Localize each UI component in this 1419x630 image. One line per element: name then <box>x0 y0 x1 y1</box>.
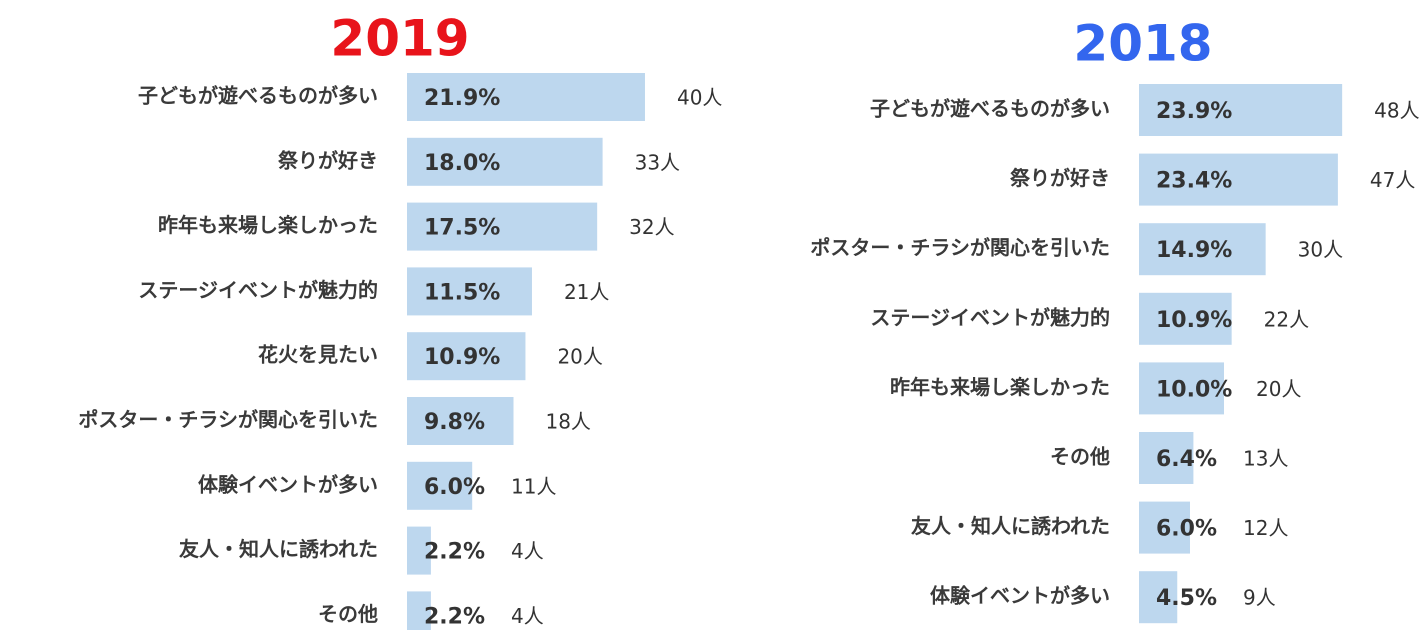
count-label: 12人 <box>1243 516 1288 540</box>
chart-title: 2019 <box>330 10 469 68</box>
category-label: 花火を見たい <box>258 343 378 367</box>
chart-title: 2018 <box>1073 15 1212 73</box>
value-label: 2.2% <box>424 540 485 565</box>
value-label: 23.9% <box>1156 99 1232 124</box>
category-label: 子どもが遊べるものが多い <box>138 84 378 108</box>
value-label: 18.0% <box>424 151 500 176</box>
value-label: 11.5% <box>424 280 500 305</box>
value-label: 6.4% <box>1156 447 1217 472</box>
count-label: 4人 <box>511 539 544 563</box>
count-label: 47人 <box>1370 168 1415 192</box>
count-label: 4人 <box>511 604 544 628</box>
value-label: 6.0% <box>424 475 485 500</box>
bar <box>407 591 431 630</box>
category-label: その他 <box>1050 445 1110 469</box>
value-label: 10.0% <box>1156 377 1232 402</box>
bar <box>407 73 645 121</box>
bar <box>407 461 473 510</box>
category-label: 昨年も来場し楽しかった <box>890 375 1110 399</box>
category-label: 祭りが好き <box>277 148 378 172</box>
bar <box>1139 501 1190 554</box>
bar <box>407 202 598 251</box>
value-label: 23.4% <box>1156 169 1232 194</box>
category-label: ステージイベントが魅力的 <box>138 278 378 302</box>
bar <box>407 137 603 186</box>
category-label: 体験イベントが多い <box>930 584 1110 608</box>
bar <box>1139 362 1224 415</box>
count-label: 20人 <box>557 345 602 369</box>
count-label: 20人 <box>1256 377 1301 401</box>
value-label: 9.8% <box>424 410 485 435</box>
count-label: 33人 <box>635 150 680 174</box>
category-label: 祭りが好き <box>1009 166 1110 190</box>
value-label: 6.0% <box>1156 517 1217 542</box>
category-label: 子どもが遊べるものが多い <box>870 97 1110 121</box>
count-label: 18人 <box>545 410 590 434</box>
category-label: 友人・知人に誘われた <box>911 514 1110 538</box>
category-label: 友人・知人に誘われた <box>179 537 378 561</box>
count-label: 11人 <box>511 474 556 498</box>
bar <box>1139 223 1266 276</box>
bar <box>1139 292 1232 345</box>
category-label: 体験イベントが多い <box>198 472 378 496</box>
category-label: その他 <box>318 602 378 626</box>
count-label: 22人 <box>1264 307 1309 331</box>
count-label: 40人 <box>677 86 722 110</box>
bar <box>1139 571 1178 624</box>
value-label: 10.9% <box>424 345 500 370</box>
bar <box>407 267 532 316</box>
count-label: 32人 <box>629 215 674 239</box>
bar <box>407 397 514 445</box>
bar <box>407 526 431 575</box>
count-label: 30人 <box>1298 238 1343 262</box>
bar <box>1139 432 1194 484</box>
value-label: 2.2% <box>424 604 485 629</box>
value-label: 4.5% <box>1156 586 1217 611</box>
bar <box>1139 153 1338 206</box>
category-label: ポスター・チラシが関心を引いた <box>78 408 378 432</box>
bar <box>1139 84 1343 136</box>
value-label: 21.9% <box>424 86 500 111</box>
value-label: 14.9% <box>1156 238 1232 263</box>
category-label: ステージイベントが魅力的 <box>870 305 1110 329</box>
value-label: 17.5% <box>424 216 500 241</box>
bar <box>407 332 526 381</box>
value-label: 10.9% <box>1156 308 1232 333</box>
category-label: 昨年も来場し楽しかった <box>158 213 378 237</box>
category-label: ポスター・チラシが関心を引いた <box>810 236 1110 260</box>
count-label: 13人 <box>1243 447 1288 471</box>
count-label: 21人 <box>564 280 609 304</box>
count-label: 48人 <box>1374 99 1419 123</box>
count-label: 9人 <box>1243 586 1276 610</box>
